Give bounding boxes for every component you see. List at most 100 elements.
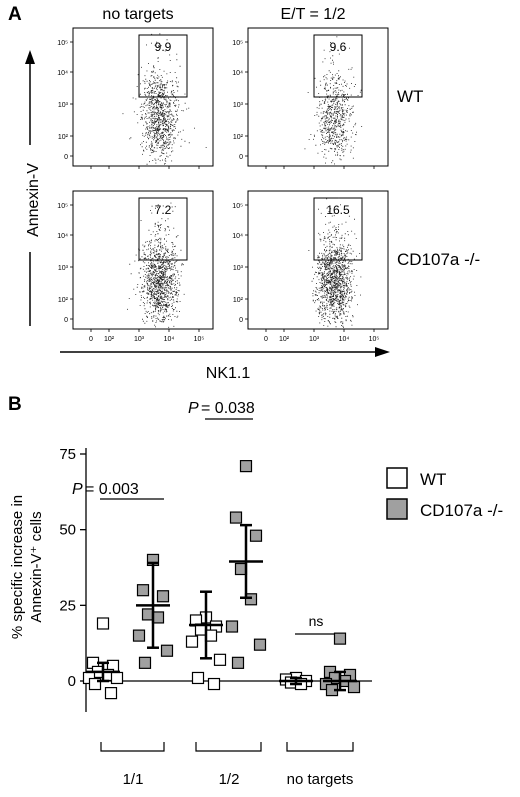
row-label-wt: WT [397,87,423,106]
row-label-ko: CD107a -/- [397,250,480,269]
point-ko [156,590,170,603]
ns-label: ns [309,613,324,629]
point-ko [136,584,150,597]
group-label: 1/1 [123,771,144,788]
y-tick-label: 10³ [58,265,69,272]
panel-b-letter: B [8,394,22,415]
p-value-2: = 0.038 [201,400,255,417]
y-tick-label: 10⁵ [232,203,243,210]
gate-percentage: 7.2 [155,203,172,217]
x-arrow-head [375,347,390,357]
y-tick-label: 10² [58,134,69,141]
y-tick-label: 10⁴ [232,233,243,240]
point-wt [110,671,124,685]
x-tick-label: 10² [279,336,290,343]
point-ko [333,632,347,645]
point-ko [231,656,245,669]
y-tick-label: 10² [58,297,69,304]
x-tick-label: 10³ [309,336,320,343]
p-letter-2: P [188,400,199,417]
col-header-no-targets: no targets [102,6,173,23]
gate-box [138,197,188,261]
point-wt [104,687,118,700]
p-value-1: = 0.003 [85,481,139,498]
p-letter-1: P [72,481,83,498]
panel-a-letter: A [8,4,22,25]
group-label: 1/2 [219,771,240,788]
legend-ko-swatch [386,498,408,520]
y-label-b-line1: % specific increase in [9,495,26,639]
y-tick-label: 10⁴ [57,233,68,240]
dot-plot: 0 25 50 75 1/1 1/2 no targets [59,446,372,788]
point-wt [207,677,221,691]
y-label-b-line2: Annexin-V⁺ cells [28,511,45,622]
y-tick-label: 10⁴ [232,70,243,77]
point-ko [160,644,174,657]
group-bracket [100,742,165,752]
point-ko [138,656,152,669]
point-wt [185,635,199,648]
group-label: no targets [287,771,354,788]
y-axis-label-a: Annexin-V [25,163,42,237]
event-dots [304,36,363,165]
event-dots [308,197,362,328]
y-tick-label: 10⁵ [57,203,68,210]
group-bracket [195,742,262,752]
group-bracket [286,742,354,752]
flow-plot-3: 10⁵ 10⁴ 10³ 10² 0 0 10² 10³ 10⁴ 10⁵ 16.5 [232,190,389,343]
x-tick-label: 10⁵ [194,336,205,343]
gate-percentage: 16.5 [326,203,350,217]
gate-box [313,34,363,98]
y-tick-label: 0 [239,154,243,161]
point-wt [213,653,227,666]
legend-wt-label: WT [420,470,446,489]
legend-wt-swatch [386,467,408,489]
point-ko [132,629,146,642]
point-ko [244,593,258,606]
x-tick-label: 10³ [134,336,145,343]
y-tick-label: 10⁵ [232,40,243,47]
event-dots [127,202,185,328]
gate-percentage: 9.6 [330,40,347,54]
x-tick-label: 0 [89,336,93,343]
point-wt [191,671,205,685]
point-ko [225,620,239,633]
y-tick-label: 10² [233,134,244,141]
y-tick-label: 75 [59,446,76,463]
x-tick-label: 10² [104,336,115,343]
plot-frame [247,27,389,167]
y-tick-label: 0 [68,673,76,690]
plot-frame [247,190,389,330]
point-ko [253,638,267,651]
point-wt [96,617,110,630]
col-header-et: E/T = 1/2 [280,6,345,23]
y-tick-label: 25 [59,597,76,614]
y-tick-label: 10² [233,297,244,304]
x-tick-label: 10⁵ [369,336,380,343]
y-tick-label: 10⁵ [57,40,68,47]
legend-ko-label: CD107a -/- [420,501,503,520]
point-wt [88,677,102,691]
x-tick-label: 10⁴ [339,336,350,343]
flow-plot-1: 10⁵ 10⁴ 10³ 10² 0 9.6 [232,27,389,169]
flow-plot-2: 10⁵ 10⁴ 10³ 10² 0 0 10² 10³ 10⁴ 10⁵ 7.2 [57,190,214,343]
plot-frame [72,27,214,167]
y-arrow-head [25,50,35,64]
gate-percentage: 9.9 [155,40,172,54]
x-tick-label: 0 [264,336,268,343]
flow-plot-0: 10⁵ 10⁴ 10³ 10² 0 9.9 [57,27,214,169]
x-axis-label-a: NK1.1 [206,365,251,382]
plot-frame [72,190,214,330]
y-tick-label: 0 [239,317,243,324]
y-tick-label: 10³ [233,265,244,272]
point-ko [347,680,361,694]
y-tick-label: 50 [59,522,76,539]
y-tick-label: 0 [64,317,68,324]
y-tick-label: 10³ [233,102,244,109]
x-tick-label: 10⁴ [164,336,175,343]
y-tick-label: 10⁴ [57,70,68,77]
point-ko [229,511,243,524]
y-tick-label: 0 [64,154,68,161]
